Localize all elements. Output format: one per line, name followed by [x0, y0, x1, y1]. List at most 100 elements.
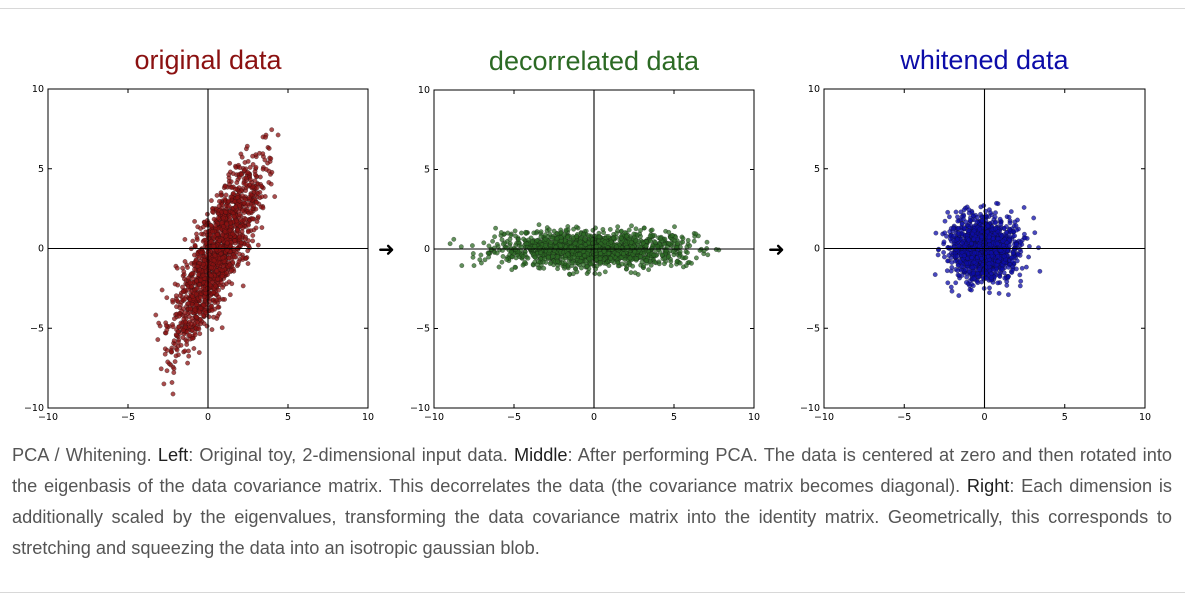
data-point: [513, 247, 518, 252]
x-tick-label: 5: [671, 412, 677, 423]
data-point: [263, 167, 269, 172]
data-point: [932, 272, 938, 277]
data-point: [681, 264, 686, 270]
data-point: [1002, 275, 1008, 281]
data-point: [164, 327, 170, 333]
data-point: [189, 271, 194, 277]
data-point: [1017, 283, 1023, 289]
data-point: [975, 214, 980, 220]
x-tick-label: 0: [981, 412, 987, 423]
data-point: [226, 198, 232, 204]
data-point: [240, 283, 246, 289]
data-point: [215, 304, 221, 310]
data-point: [685, 237, 691, 243]
data-point: [546, 227, 552, 233]
data-point: [164, 295, 170, 301]
data-point: [1007, 227, 1012, 233]
data-point: [153, 312, 159, 318]
y-tick-label: 5: [38, 164, 44, 175]
data-point: [666, 254, 671, 260]
data-point: [187, 332, 193, 338]
data-point: [516, 236, 521, 242]
data-point: [966, 228, 972, 233]
caption-right-label: Right: [966, 476, 1010, 496]
data-point: [211, 258, 217, 264]
data-point: [250, 216, 256, 222]
data-point: [164, 323, 169, 329]
data-point: [194, 237, 200, 242]
data-point: [627, 255, 633, 261]
data-point: [237, 251, 242, 257]
data-point: [216, 287, 221, 293]
x-tick-label: −5: [897, 412, 911, 423]
data-point: [200, 272, 206, 278]
data-point: [951, 233, 957, 239]
data-point: [234, 218, 239, 224]
data-point: [680, 236, 686, 241]
data-point: [210, 209, 215, 215]
data-point: [941, 250, 946, 255]
data-point: [222, 297, 227, 302]
data-point: [953, 247, 959, 252]
data-point: [691, 238, 697, 244]
data-point: [216, 203, 222, 209]
data-point: [586, 233, 591, 238]
data-point: [209, 229, 215, 234]
data-point: [956, 231, 962, 237]
data-point: [588, 261, 594, 267]
data-point: [162, 351, 168, 357]
data-point: [233, 165, 239, 170]
data-point: [683, 255, 689, 260]
data-point: [976, 267, 982, 272]
data-point: [955, 214, 960, 220]
data-point: [192, 307, 198, 313]
data-point: [224, 281, 229, 287]
data-point: [512, 228, 518, 234]
data-point: [584, 263, 590, 269]
data-point: [500, 254, 506, 259]
data-point: [239, 154, 245, 160]
data-point: [969, 287, 974, 293]
data-point: [187, 280, 193, 286]
data-point: [508, 232, 514, 238]
data-point: [220, 255, 226, 261]
data-point: [1014, 258, 1020, 264]
data-point: [241, 167, 247, 173]
data-point: [196, 326, 202, 332]
data-point: [600, 227, 606, 232]
data-point: [187, 306, 193, 312]
data-point: [155, 337, 161, 342]
data-point: [967, 218, 973, 223]
data-point: [993, 250, 999, 256]
data-point: [194, 231, 199, 237]
data-point: [259, 225, 265, 230]
data-point: [996, 291, 1002, 296]
data-point: [490, 238, 495, 244]
data-point: [213, 283, 219, 289]
data-point: [541, 265, 547, 271]
data-point: [215, 276, 221, 282]
caption-left-text: : Original toy, 2-dimensional input data…: [188, 445, 514, 465]
data-point: [1022, 231, 1027, 237]
data-point: [223, 192, 229, 198]
data-point: [993, 220, 998, 226]
data-point: [615, 251, 621, 257]
data-point: [240, 208, 245, 214]
data-point: [975, 271, 981, 277]
data-point: [199, 231, 204, 237]
data-point: [1007, 220, 1013, 226]
data-point: [507, 240, 513, 246]
data-point: [953, 209, 959, 215]
data-point: [493, 225, 498, 231]
data-point: [949, 260, 955, 265]
data-point: [648, 238, 654, 244]
data-point: [182, 296, 188, 302]
data-point: [1027, 244, 1032, 249]
data-point: [217, 238, 223, 243]
data-point: [637, 247, 642, 253]
data-point: [186, 301, 192, 306]
x-tick-label: −5: [507, 412, 521, 423]
data-point: [577, 239, 583, 245]
data-point: [988, 210, 993, 216]
